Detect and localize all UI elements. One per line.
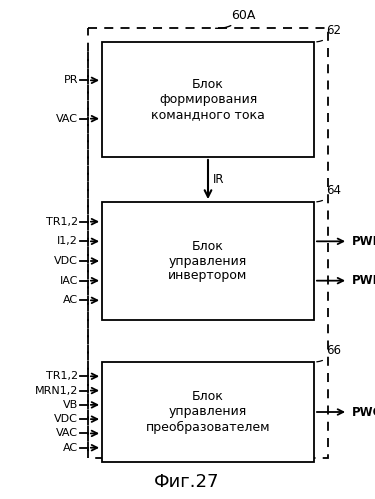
Text: IAC: IAC	[60, 275, 78, 285]
Text: PR: PR	[63, 75, 78, 85]
Text: TR1,2: TR1,2	[46, 217, 78, 227]
Text: Блок
управления
преобразователем: Блок управления преобразователем	[146, 390, 270, 434]
Bar	[102, 42, 314, 157]
Text: PWM1: PWM1	[352, 235, 375, 248]
Text: 62: 62	[317, 23, 341, 42]
Text: VAC: VAC	[56, 429, 78, 439]
Text: VB: VB	[63, 400, 78, 410]
Bar	[88, 28, 328, 458]
Text: VDC: VDC	[54, 414, 78, 424]
Text: PWM2: PWM2	[352, 274, 375, 287]
Text: TR1,2: TR1,2	[46, 371, 78, 381]
Text: AC: AC	[63, 443, 78, 453]
Text: Блок
формирования
командного тока: Блок формирования командного тока	[151, 78, 265, 121]
Text: I1,2: I1,2	[57, 237, 78, 247]
Text: VAC: VAC	[56, 114, 78, 124]
Bar	[102, 202, 314, 320]
Text: Фиг.27: Фиг.27	[154, 473, 220, 491]
Text: 64: 64	[317, 184, 341, 202]
Bar	[102, 362, 314, 462]
Text: 60A: 60A	[216, 8, 255, 28]
Text: PWC: PWC	[352, 406, 375, 419]
Text: AC: AC	[63, 295, 78, 305]
Text: IR: IR	[213, 173, 225, 186]
Text: 66: 66	[317, 343, 341, 362]
Text: Блок
управления
инвертором: Блок управления инвертором	[168, 240, 248, 282]
Text: VDC: VDC	[54, 256, 78, 266]
Text: MRN1,2: MRN1,2	[34, 386, 78, 396]
